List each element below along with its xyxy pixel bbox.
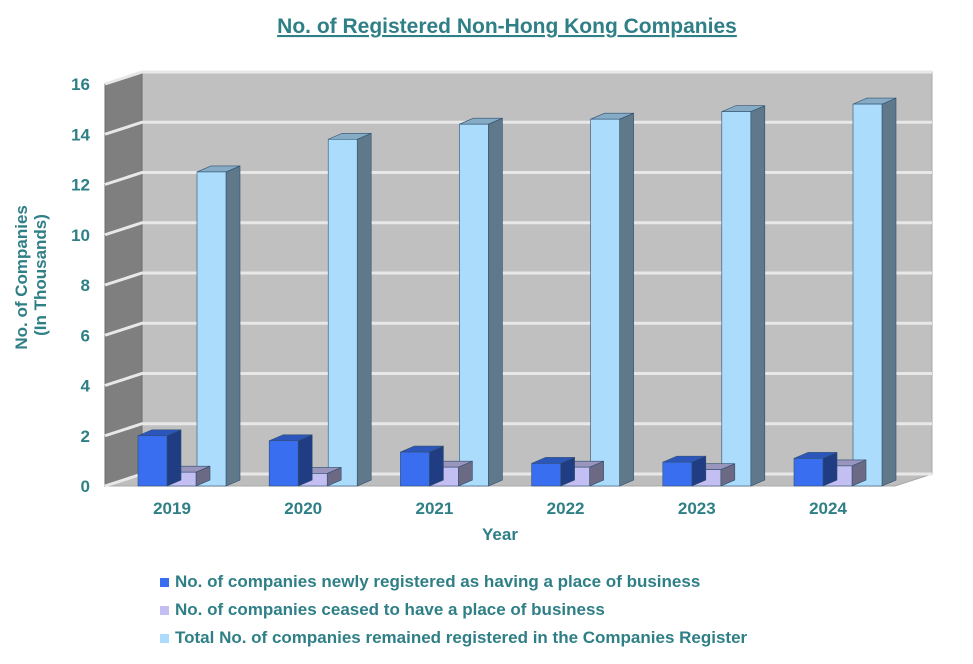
legend-label-new: No. of companies newly registered as hav…: [175, 572, 701, 591]
legend-item-new: No. of companies newly registered as hav…: [160, 568, 747, 596]
bar-front-face: [590, 118, 620, 487]
x-tick-label: 2024: [809, 499, 847, 518]
bar-side-face: [750, 105, 766, 487]
bar-side-face: [297, 434, 313, 487]
y-axis-label: No. of Companies (In Thousands): [12, 200, 50, 349]
bar: [400, 445, 444, 487]
bar: [459, 117, 503, 487]
bar-front-face: [459, 123, 489, 487]
bar-side-face: [166, 429, 182, 487]
y-tick-label: 8: [81, 276, 90, 295]
bar: [327, 132, 372, 487]
bar: [531, 456, 575, 487]
y-axis-label-line-2: (In Thousands): [31, 214, 50, 336]
y-tick-label: 2: [81, 427, 90, 446]
legend-swatch-ceased: [160, 605, 169, 615]
gridline: [104, 271, 932, 287]
y-tick-label: 10: [71, 226, 90, 245]
bar-front-face: [662, 461, 693, 487]
bar: [793, 451, 838, 487]
x-tick-label: 2021: [415, 499, 453, 518]
bar: [137, 429, 182, 487]
bar-front-face: [327, 138, 358, 487]
bar-front-face: [721, 111, 752, 487]
x-tick-label: 2020: [284, 499, 322, 518]
bar: [196, 165, 241, 487]
y-tick-label: 4: [81, 377, 91, 396]
bar: [852, 97, 897, 487]
y-tick-label: 12: [71, 176, 90, 195]
y-axis-label-line-1: No. of Companies: [12, 205, 31, 350]
gridline: [104, 422, 932, 438]
bar-front-face: [137, 435, 168, 487]
bar-side-face: [881, 97, 897, 487]
legend-label-ceased: No. of companies ceased to have a place …: [175, 600, 605, 619]
bar-front-face: [268, 440, 299, 487]
x-tick-label: 2019: [153, 499, 191, 518]
bar: [662, 455, 707, 487]
gridline: [104, 221, 932, 237]
bar-side-face: [356, 132, 372, 487]
legend-item-total: Total No. of companies remained register…: [160, 624, 747, 652]
bar-front-face: [400, 451, 430, 487]
gridline: [104, 120, 932, 136]
chart-legend: No. of companies newly registered as hav…: [160, 568, 747, 652]
legend-swatch-new: [160, 577, 169, 587]
chart-title: No. of Registered Non-Hong Kong Companie…: [277, 15, 737, 38]
y-tick-label: 16: [71, 75, 90, 94]
gridline: [104, 372, 932, 387]
gridline: [104, 321, 932, 337]
bar: [590, 112, 634, 487]
gridline: [104, 171, 932, 186]
x-axis-label: Year: [482, 525, 518, 544]
bar-side-face: [488, 117, 503, 487]
bar-front-face: [852, 103, 883, 487]
y-tick-label: 0: [81, 477, 90, 496]
legend-swatch-total: [160, 633, 169, 643]
bar-side-face: [429, 445, 444, 487]
x-tick-label: 2022: [547, 499, 585, 518]
y-tick-label: 14: [71, 125, 90, 144]
bar-front-face: [196, 171, 227, 487]
bar-front-face: [793, 458, 824, 487]
gridline: [104, 70, 932, 86]
bar: [721, 105, 766, 487]
y-tick-label: 6: [81, 326, 90, 345]
bar: [268, 434, 313, 487]
bar-side-face: [225, 165, 241, 487]
bar-front-face: [531, 463, 561, 487]
x-tick-label: 2023: [678, 499, 716, 518]
legend-item-ceased: No. of companies ceased to have a place …: [160, 596, 747, 624]
legend-label-total: Total No. of companies remained register…: [175, 628, 748, 647]
bar-side-face: [619, 112, 634, 487]
